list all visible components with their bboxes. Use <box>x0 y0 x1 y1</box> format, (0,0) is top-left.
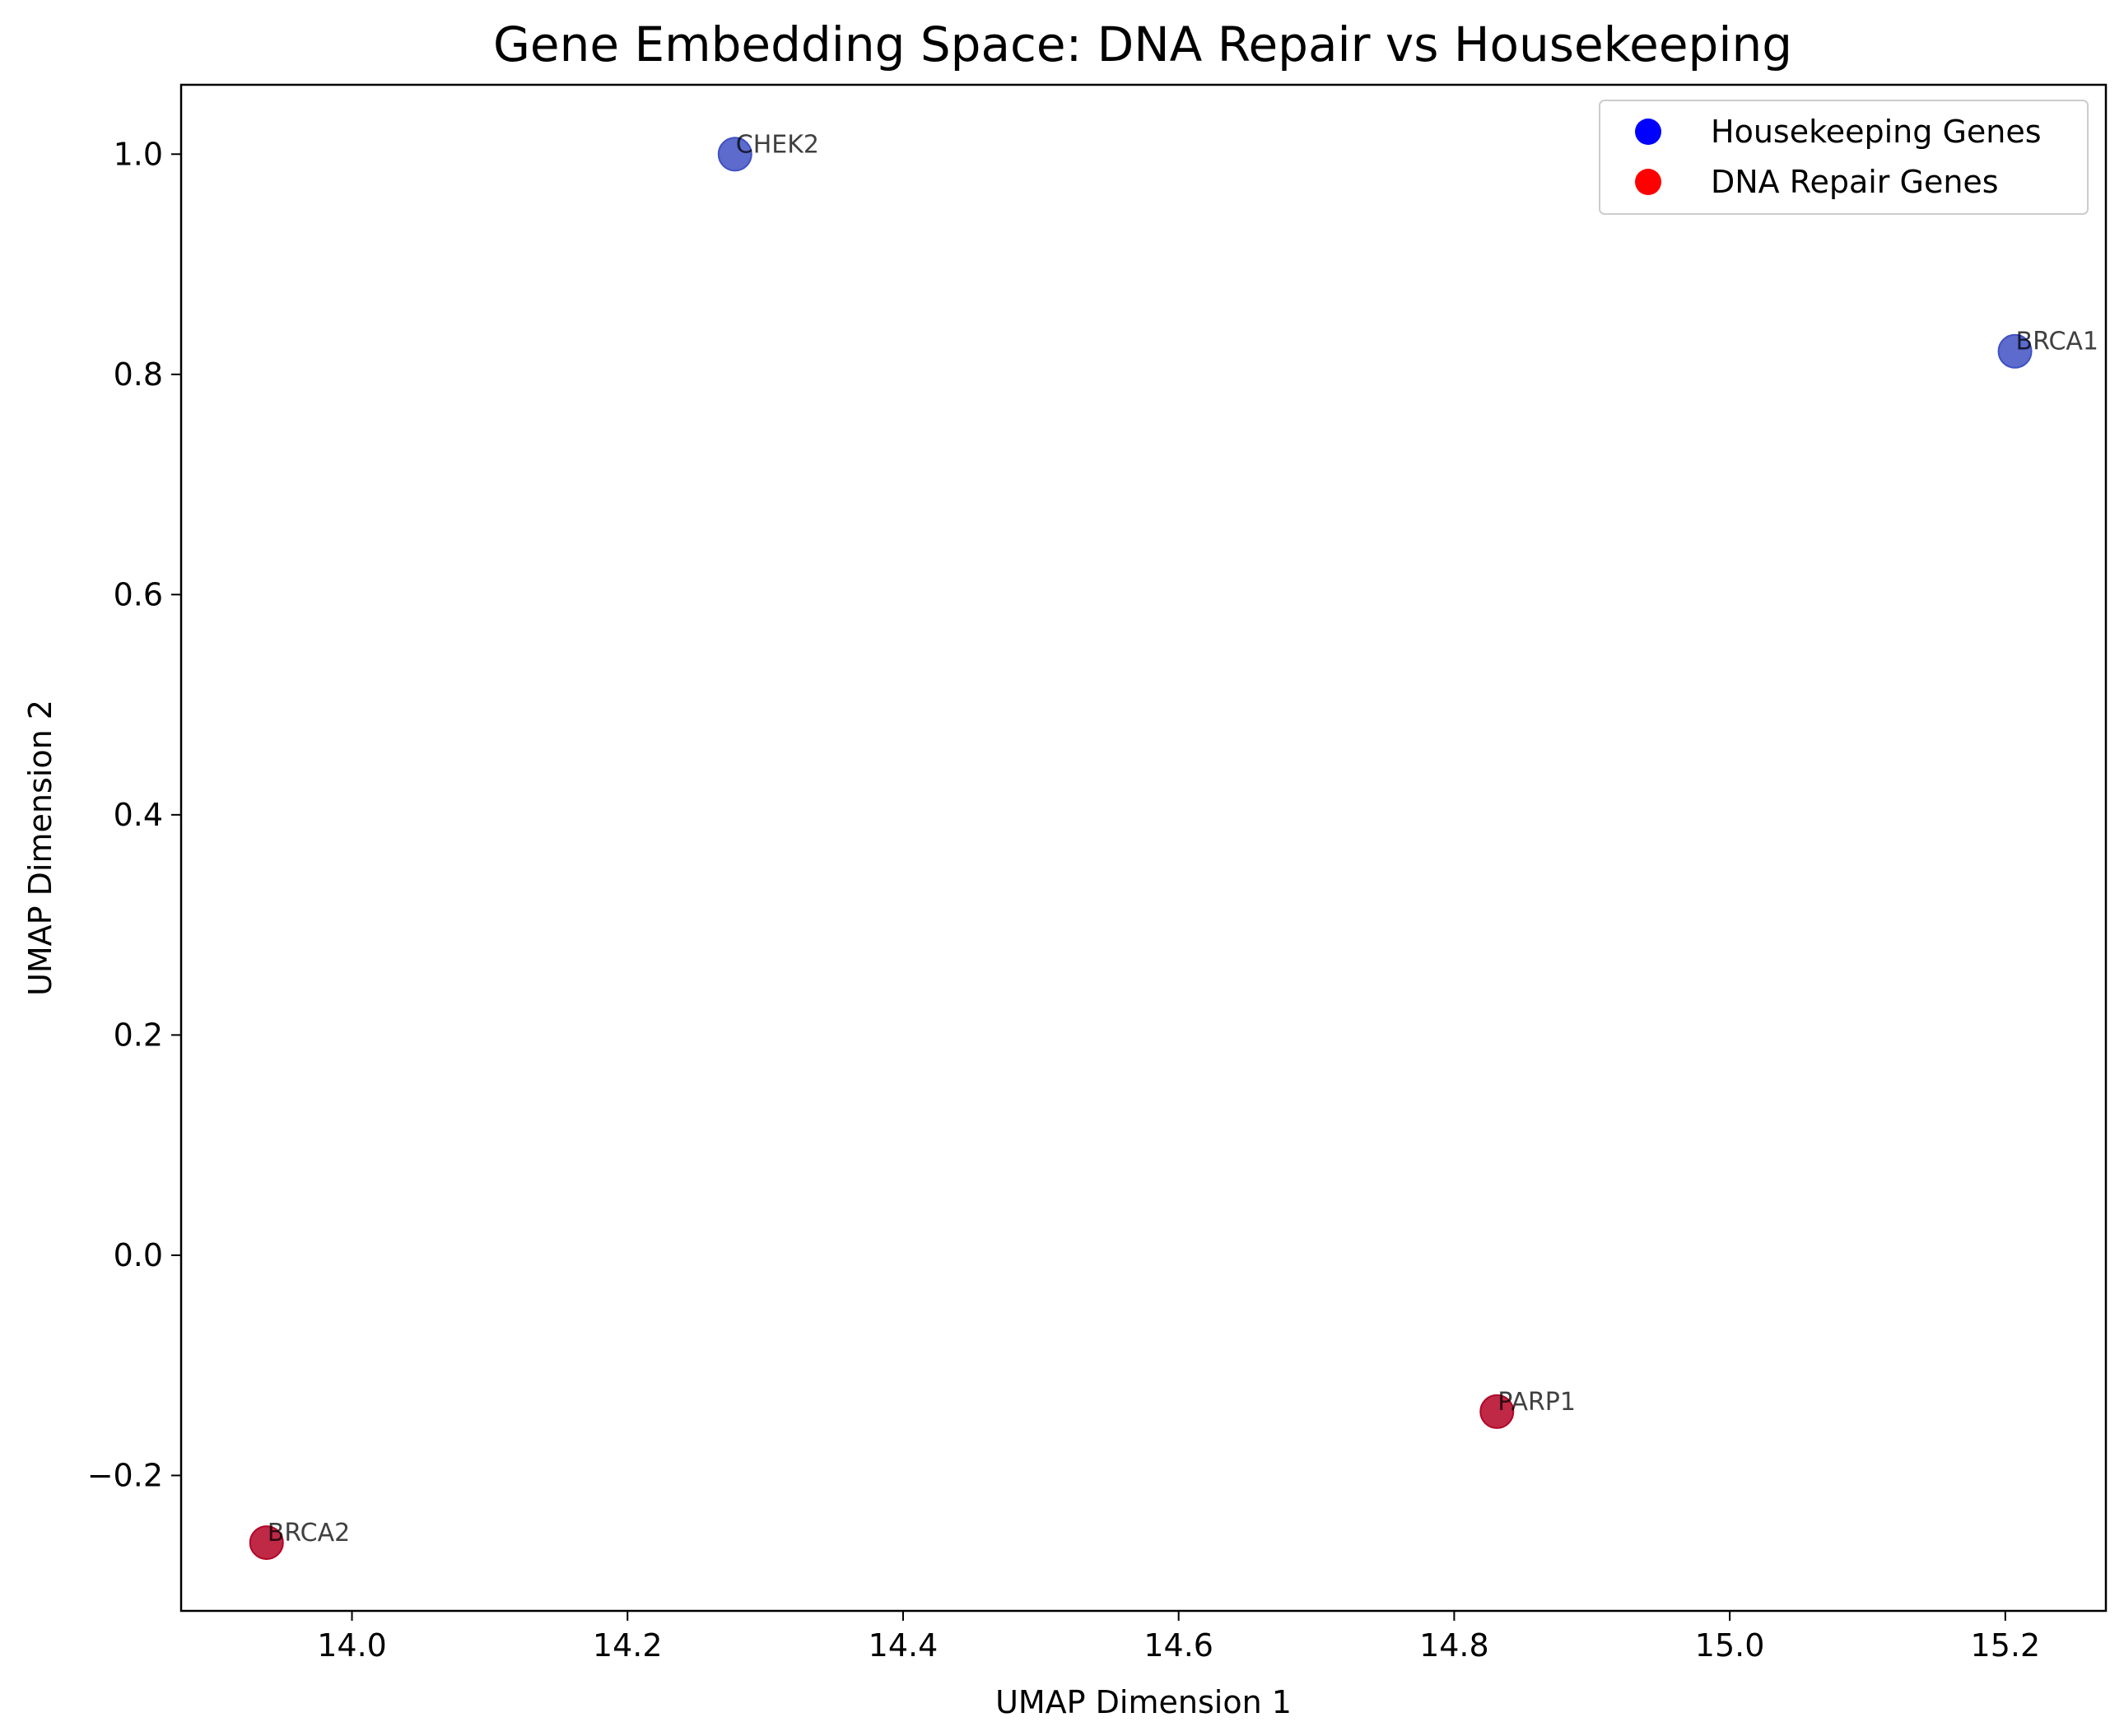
x-tick-label: 15.0 <box>1695 1627 1765 1664</box>
y-tick-label: 0.2 <box>114 1017 163 1053</box>
legend: Housekeeping Genes DNA Repair Genes <box>1599 100 2089 215</box>
point-label-brca2: BRCA2 <box>268 1519 351 1548</box>
plot-area: CHEK2 BRCA1 PARP1 BRCA2 <box>249 130 2099 1561</box>
point-label-brca1: BRCA1 <box>2016 328 2099 356</box>
x-tick-label: 14.2 <box>593 1627 663 1664</box>
x-tick-label: 14.8 <box>1419 1627 1489 1664</box>
legend-marker <box>1635 169 1661 195</box>
legend-label: Housekeeping Genes <box>1711 114 2042 150</box>
y-tick-label: −0.2 <box>87 1457 163 1493</box>
y-axis-label: UMAP Dimension 2 <box>22 700 58 996</box>
legend-marker <box>1635 119 1661 145</box>
legend-frame <box>1599 100 2089 215</box>
point-label-chek2: CHEK2 <box>736 130 819 159</box>
x-axis-label: UMAP Dimension 1 <box>995 1684 1292 1720</box>
y-tick-label: 0.8 <box>114 356 163 393</box>
data-point-brca2 <box>249 1525 284 1561</box>
y-tick-label: 0.4 <box>114 797 163 833</box>
y-axis: −0.2 0.0 0.2 0.4 0.6 0.8 1.0 <box>87 136 181 1493</box>
data-point-parp1 <box>1479 1394 1515 1429</box>
x-axis: 14.0 14.2 14.4 14.6 14.8 15.0 15.2 <box>317 1611 2040 1664</box>
legend-label: DNA Repair Genes <box>1711 164 1999 200</box>
plot-frame <box>179 83 2108 1613</box>
data-point-brca1 <box>1997 333 2033 369</box>
data-point-chek2 <box>717 137 752 172</box>
point-label-parp1: PARP1 <box>1498 1388 1576 1417</box>
y-tick-label: 1.0 <box>114 136 163 172</box>
x-tick-label: 14.4 <box>869 1627 939 1664</box>
x-tick-label: 14.6 <box>1144 1627 1213 1664</box>
chart-title: Gene Embedding Space: DNA Repair vs Hous… <box>493 16 1792 72</box>
y-tick-label: 0.0 <box>114 1237 163 1273</box>
x-tick-label: 14.0 <box>317 1627 387 1664</box>
x-tick-label: 15.2 <box>1971 1627 2041 1664</box>
y-tick-label: 0.6 <box>114 576 163 612</box>
